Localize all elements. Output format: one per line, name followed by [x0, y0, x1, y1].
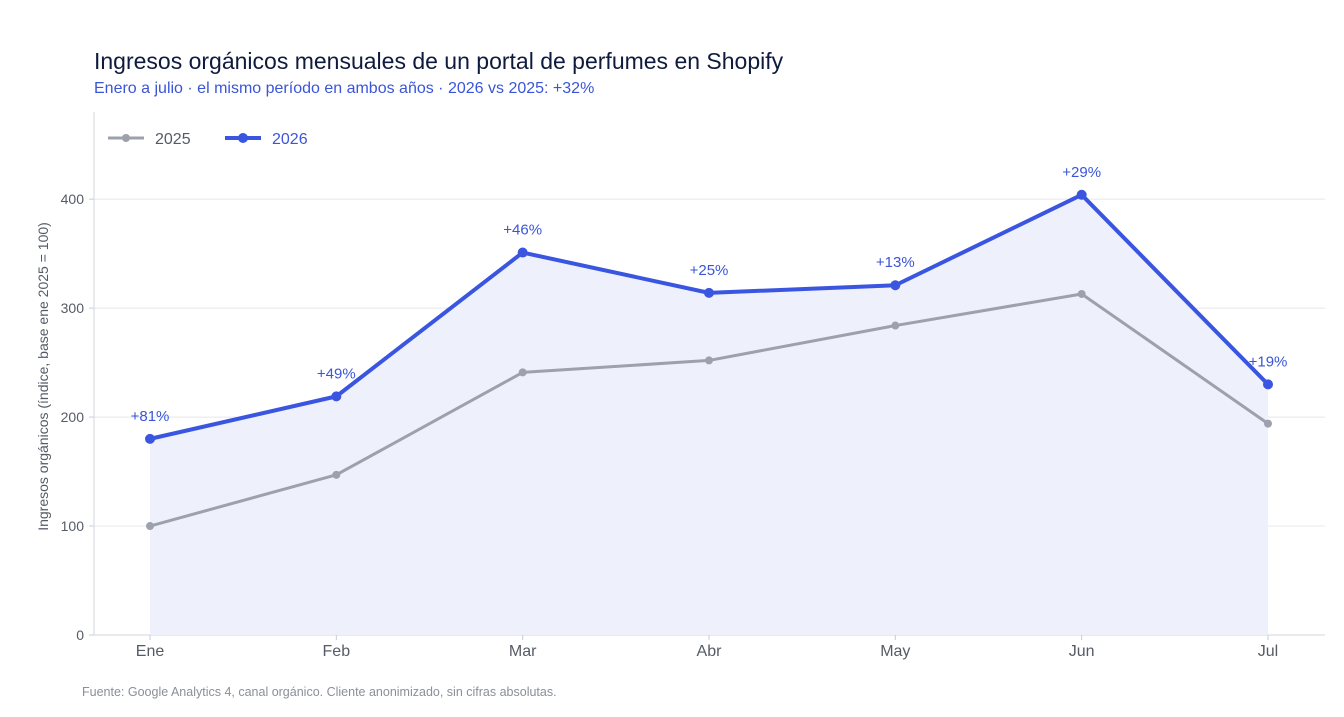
series-2026-point	[890, 280, 901, 291]
y-tick-label: 0	[76, 627, 84, 643]
y-tick-label: 300	[61, 300, 85, 316]
legend-2026-swatch-point	[238, 133, 248, 143]
y-tick-label: 400	[61, 191, 85, 207]
growth-data-label: +81%	[131, 408, 170, 425]
x-tick-label: Mar	[509, 643, 537, 660]
series-2026-point	[145, 433, 155, 444]
source-note: Fuente: Google Analytics 4, canal orgáni…	[82, 685, 557, 699]
growth-data-label: +29%	[1062, 164, 1101, 181]
x-tick-label: Jul	[1258, 643, 1278, 660]
series-2025-point	[1077, 289, 1086, 298]
legend-2026-label: 2026	[272, 131, 308, 148]
y-tick-label: 100	[61, 518, 85, 534]
growth-data-label: +25%	[690, 262, 729, 279]
series-2026-point	[704, 287, 714, 298]
series-2026-area	[150, 194, 1268, 635]
plot-area: 0 100 200 300 400 Ene Feb Mar Abr May Jun Jul +81% +4…	[61, 112, 1325, 660]
series-2025-point	[146, 522, 154, 531]
series-2025-point	[332, 470, 341, 479]
series-2026-point	[517, 247, 528, 258]
chart-subtitle: Enero a julio · el mismo período en ambo…	[94, 80, 594, 97]
x-tick-label: Feb	[323, 643, 351, 660]
series-2026-point	[331, 391, 342, 402]
y-axis-label: Ingresos orgánicos (índice, base ene 202…	[35, 222, 51, 531]
series-2026-point	[1263, 379, 1273, 390]
series-2026-point	[1076, 189, 1087, 200]
growth-data-label: +46%	[503, 222, 542, 239]
chart-title: Ingresos orgánicos mensuales de un porta…	[94, 48, 784, 74]
x-tick-label: Jun	[1069, 643, 1095, 660]
x-tick-label: Abr	[697, 643, 723, 660]
x-tick-label: May	[880, 643, 910, 660]
series-2025-point	[518, 368, 527, 377]
growth-data-label: +13%	[876, 254, 915, 271]
growth-data-label: +49%	[317, 365, 356, 382]
series-2025-point	[1264, 419, 1272, 428]
y-tick-label: 200	[61, 409, 85, 425]
growth-data-label: +19%	[1249, 353, 1288, 370]
legend-2025-label: 2025	[155, 131, 191, 148]
series-2025-point	[705, 356, 713, 365]
legend-2025-swatch-point	[122, 134, 130, 142]
series-2025-point	[891, 321, 900, 330]
x-tick-label: Ene	[136, 643, 165, 660]
